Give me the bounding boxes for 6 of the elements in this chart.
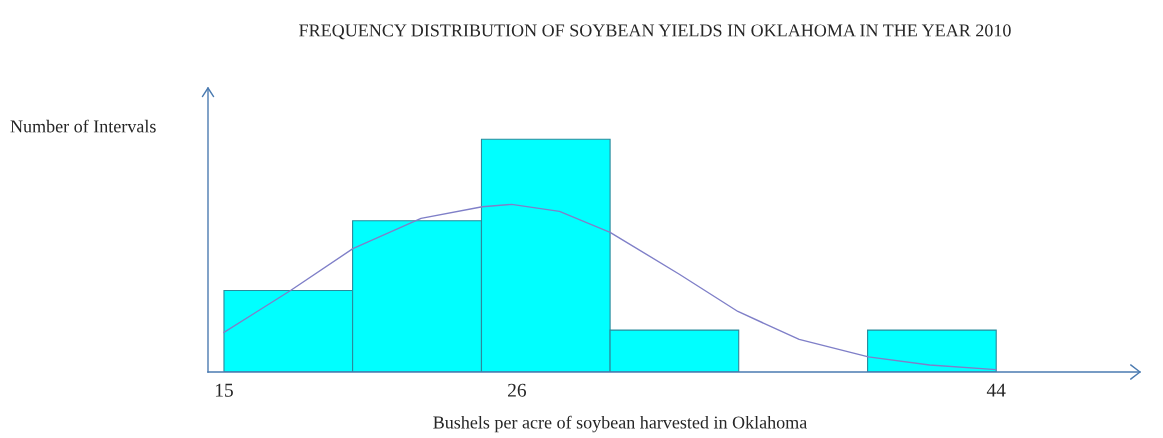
x-tick-label: 15 <box>215 383 233 397</box>
x-tick-label: 44 <box>986 383 1006 397</box>
x-axis-title: Bushels per acre of soybean harvested in Oklahoma <box>433 415 808 433</box>
y-axis-title: Number of Intervals <box>10 119 156 133</box>
x-tick-label: 26 <box>508 383 527 397</box>
chart-title: FREQUENCY DISTRIBUTION OF SOYBEAN YIELDS IN OKLAHOMA IN THE YEAR 2010 <box>299 24 1011 40</box>
